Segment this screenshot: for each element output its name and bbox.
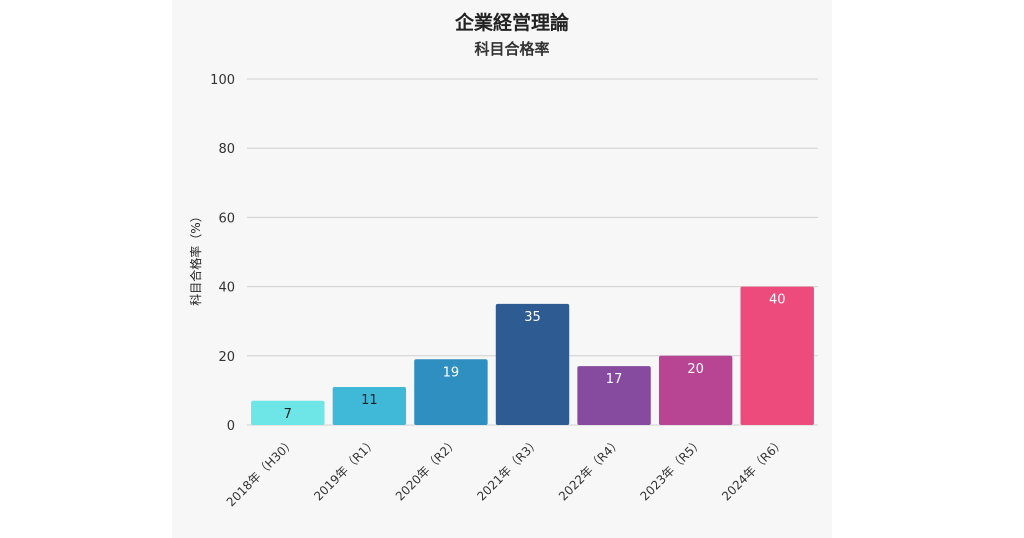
bar-value-label: 40	[769, 293, 786, 308]
x-category-label: 2023年（R5）	[638, 435, 706, 503]
x-category-label: 2021年（R3）	[474, 435, 542, 503]
bar-value-label: 17	[606, 372, 623, 387]
bar	[577, 366, 651, 425]
y-tick-label: 40	[218, 281, 235, 296]
x-category-label: 2020年（R2）	[393, 435, 461, 503]
bar-value-labels: 7 11 19 35 17 20 40	[284, 293, 786, 422]
x-category-label: 2022年（R4）	[556, 435, 624, 503]
x-category-labels: 2018年（H30） 2019年（R1） 2020年（R2） 2021年（R3） 202…	[224, 435, 788, 509]
bar-value-label: 20	[687, 362, 704, 377]
y-tick-label: 100	[210, 73, 235, 88]
bar	[740, 286, 814, 425]
bar-value-label: 7	[284, 407, 292, 422]
y-tick-label: 20	[218, 350, 235, 365]
bar	[658, 355, 733, 425]
x-category-label: 2019年（R1）	[311, 435, 379, 503]
bar-value-label: 11	[361, 393, 378, 408]
bar-value-label: 35	[524, 310, 541, 325]
bar-value-label: 19	[443, 365, 460, 380]
bar	[414, 359, 488, 425]
y-tick-label: 60	[218, 211, 235, 226]
y-tick-labels: 0 20 40 60 80 100	[210, 73, 235, 434]
bar	[251, 400, 325, 425]
y-axis-label: 科目合格率（%）	[188, 210, 203, 305]
y-tick-label: 80	[218, 142, 235, 157]
bar	[495, 303, 570, 425]
bar	[332, 386, 407, 425]
bars	[251, 286, 814, 425]
x-category-label: 2018年（H30）	[224, 435, 298, 509]
chart-panel	[172, 0, 832, 538]
chart-subtitle: 科目合格率	[474, 40, 550, 58]
y-tick-label: 0	[227, 419, 235, 434]
x-category-label: 2024年（R6）	[719, 435, 787, 503]
chart-title: 企業経営理論	[454, 12, 569, 34]
